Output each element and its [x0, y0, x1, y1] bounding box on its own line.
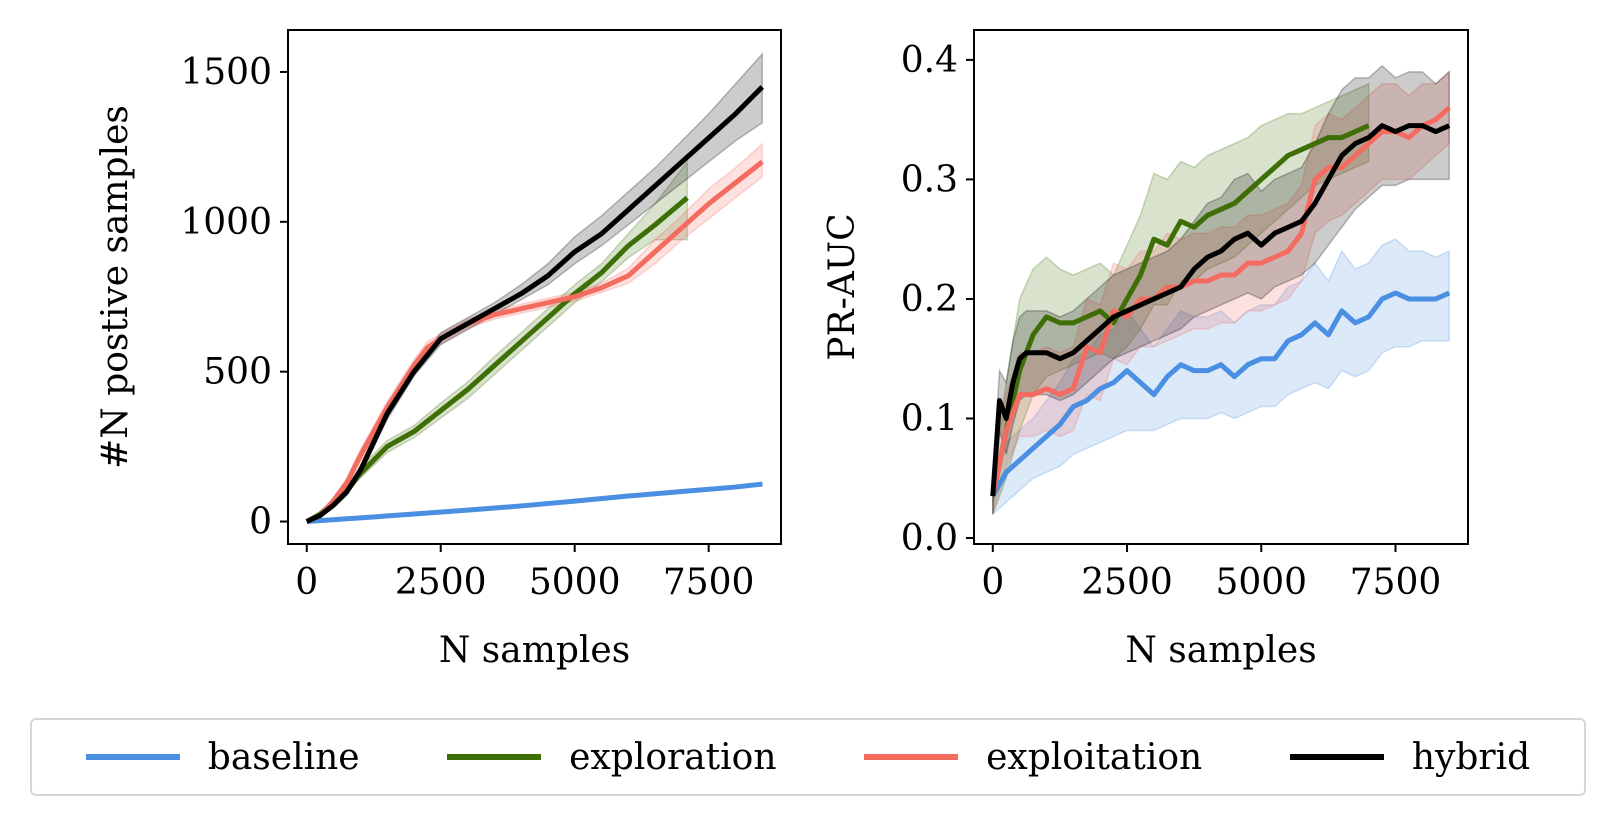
left-line-exploitation [305, 159, 764, 524]
left-chart-y-ticks: 0 500 1000 1500 [180, 52, 288, 543]
right-chart-lines [990, 105, 1451, 498]
right-chart-bands [992, 64, 1450, 516]
legend-swatch-hybrid [1289, 754, 1384, 760]
legend-label-exploitation: exploitation [986, 736, 1203, 778]
legend-item-baseline: baseline [85, 736, 360, 778]
left-y-tick-label: 1500 [180, 52, 272, 93]
right-chart-x-axis-label: N samples [1125, 630, 1316, 671]
legend-item-exploration: exploration [447, 736, 777, 778]
right-chart-y-ticks: 0.0 0.1 0.2 0.3 0.4 [901, 40, 974, 559]
right-line-exploitation [990, 105, 1451, 497]
legend-label-hybrid: hybrid [1411, 736, 1531, 778]
legend-item-hybrid: hybrid [1289, 736, 1531, 778]
right-chart-frame [973, 29, 1469, 545]
left-chart: 0 2500 5000 7500 0 500 1000 1500 N samples #N … [95, 29, 782, 671]
left-chart-lines [305, 85, 765, 525]
left-chart-x-ticks: 0 2500 5000 7500 [295, 544, 754, 603]
right-y-tick-label: 0.4 [901, 40, 958, 81]
left-x-tick-label: 2500 [395, 562, 487, 603]
right-chart: 0 2500 5000 7500 0.00.10.20.30.4 N samples … [822, 29, 1469, 671]
right-y-tick-label: 0.1 [901, 398, 958, 439]
left-x-tick-label: 7500 [663, 562, 755, 603]
right-line-baseline [990, 290, 1451, 498]
legend-label-exploration: exploration [569, 736, 777, 778]
left-line-baseline [306, 481, 763, 525]
right-x-tick-label: 2500 [1081, 562, 1173, 603]
left-y-tick-label: 1000 [180, 202, 272, 243]
right-y-tick-label: 0.0 [901, 518, 958, 559]
right-line-hybrid [990, 123, 1451, 497]
legend-swatch-exploration [447, 754, 542, 760]
left-x-tick-label: 5000 [529, 562, 621, 603]
right-x-tick-label: 5000 [1215, 562, 1307, 603]
left-line-hybrid [305, 85, 765, 524]
right-x-tick-label: 7500 [1350, 562, 1442, 603]
right-chart-y-axis-label: PR-AUC [822, 213, 863, 360]
legend-item-exploitation: exploitation [864, 737, 1202, 778]
legend-label-baseline: baseline [207, 736, 360, 778]
legend: baseline exploration exploitation hybrid [30, 718, 1586, 796]
legend-swatch-baseline [85, 754, 180, 760]
legend-swatch-exploitation [864, 754, 959, 760]
left-chart-y-axis-label: #N postive samples [95, 105, 136, 469]
left-y-tick-label: 500 [203, 352, 272, 393]
right-y-tick-label: 0.2 [901, 279, 958, 320]
left-chart-x-axis-label: N samples [439, 630, 630, 671]
right-y-tick-label: 0.3 [901, 159, 958, 200]
right-band-baseline [992, 238, 1450, 516]
right-band-exploration [992, 82, 1370, 515]
left-x-tick-label: 0 [295, 562, 318, 603]
left-chart-frame [287, 29, 782, 545]
right-x-tick-label: 0 [981, 562, 1004, 603]
right-line-exploration [990, 123, 1370, 497]
left-y-tick-label: 0 [249, 502, 272, 543]
right-band-hybrid [992, 64, 1450, 515]
right-chart-x-ticks: 0 2500 5000 7500 [981, 544, 1441, 603]
